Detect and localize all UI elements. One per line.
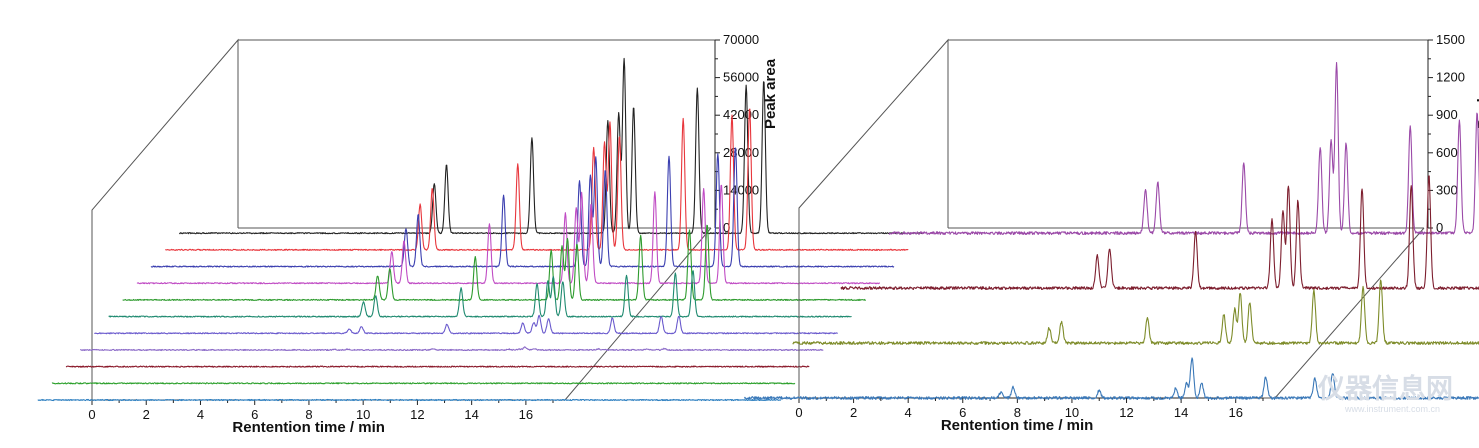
x-tick-label: 4	[905, 405, 912, 420]
y-tick-label: 42000	[723, 107, 759, 122]
x-tick-label: 8	[1014, 405, 1021, 420]
x-tick-label: 14	[1174, 405, 1188, 420]
peak-area-axis-ticks: 0 300 600 900 1200 1500	[1428, 32, 1465, 235]
watermark-text: 仪器信息网	[1317, 373, 1453, 404]
x-tick-label: 6	[251, 407, 258, 422]
series-trace-1	[743, 357, 1479, 400]
x-tick-label: 0	[795, 405, 802, 420]
x-tick-label: 14	[464, 407, 478, 422]
series-trace-10	[165, 108, 909, 251]
series-trace-4	[80, 346, 824, 352]
y-tick-label: 28000	[723, 145, 759, 160]
x-axis-label: Rentention time / min	[232, 419, 385, 436]
series-trace-11	[178, 57, 923, 235]
watermark: 仪器信息网 www.instrument.com.cn	[1317, 373, 1453, 414]
x-tick-label: 8	[305, 407, 312, 422]
series-trace-1	[37, 398, 782, 402]
x-axis-label: Rentention time / min	[941, 417, 1094, 434]
x-tick-label: 12	[1119, 405, 1133, 420]
y-tick-label: 900	[1436, 107, 1458, 122]
series-trace-2	[792, 279, 1479, 345]
x-tick-label: 12	[410, 407, 424, 422]
waterfall-chart-right: 0 300 600 900 1200 1500 Peak area 0 2 4 6 8 10 12 14 16…	[743, 32, 1479, 434]
y-tick-label: 300	[1436, 182, 1458, 197]
series-trace-2	[51, 382, 796, 385]
y-axis-label: Peak area	[1475, 58, 1479, 129]
y-tick-label: 0	[1436, 220, 1443, 235]
x-tick-label: 4	[197, 407, 204, 422]
y-tick-label: 0	[723, 220, 730, 235]
y-axis-label: Peak area	[762, 58, 779, 129]
y-tick-label: 56000	[723, 70, 759, 85]
series-trace-3	[840, 175, 1479, 291]
y-tick-label: 600	[1436, 145, 1458, 160]
series-trace-6	[108, 270, 852, 318]
x-tick-label: 2	[143, 407, 150, 422]
x-tick-label: 0	[88, 407, 95, 422]
x-tick-label: 6	[959, 405, 966, 420]
y-tick-label: 1500	[1436, 32, 1465, 47]
y-tick-label: 70000	[723, 32, 759, 47]
x-tick-label: 2	[850, 405, 857, 420]
x-tick-label: 10	[1065, 405, 1079, 420]
time-axis-ticks: 0 2 4 6 8 10 12 14 16	[88, 400, 554, 422]
x-tick-label: 10	[356, 407, 370, 422]
x-tick-label: 16	[1228, 405, 1242, 420]
left-wall-edge	[798, 38, 949, 398]
series-trace-9	[150, 147, 895, 268]
floor-right-edge	[564, 227, 712, 401]
chromatogram-traces	[743, 61, 1479, 400]
left-wall-edge	[91, 38, 239, 400]
watermark-url: www.instrument.com.cn	[1344, 404, 1440, 414]
y-tick-label: 14000	[723, 182, 759, 197]
series-trace-7	[122, 224, 866, 302]
y-tick-label: 1200	[1436, 70, 1465, 85]
series-trace-5	[94, 314, 838, 335]
time-axis-ticks: 0 2 4 6 8 10 12 14 16	[795, 398, 1264, 420]
series-trace-4	[888, 61, 1479, 236]
floor-right-edge	[1274, 227, 1425, 399]
series-trace-3	[65, 365, 810, 368]
x-tick-label: 16	[519, 407, 533, 422]
chromatogram-traces	[37, 57, 923, 402]
series-trace-8	[136, 184, 881, 285]
